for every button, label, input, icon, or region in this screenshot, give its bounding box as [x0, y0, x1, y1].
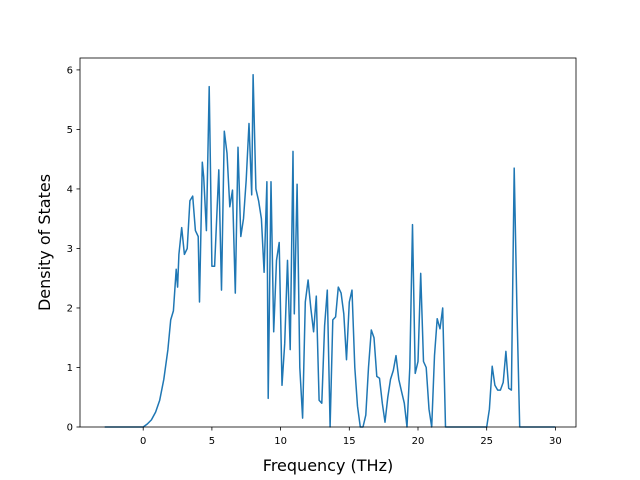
x-tick-label: 25 — [480, 436, 493, 447]
dos-series-line — [104, 73, 556, 428]
plot-area — [104, 73, 556, 428]
x-tick-label: 0 — [140, 436, 146, 447]
axes-frame — [79, 57, 577, 428]
x-tick-label: 15 — [343, 436, 356, 447]
y-tick-label: 2 — [67, 303, 73, 314]
x-tick-label: 10 — [274, 436, 287, 447]
x-axis-label: Frequency (THz) — [263, 456, 393, 475]
y-tick-label: 0 — [67, 423, 73, 434]
y-tick-label: 3 — [67, 244, 73, 255]
axis-ticks: 0 5 10 15 20 25 30 0 1 2 3 4 5 6 — [67, 65, 562, 447]
x-tick-label: 30 — [549, 436, 562, 447]
y-tick-label: 5 — [67, 125, 73, 136]
y-tick-label: 1 — [67, 363, 73, 374]
y-tick-label: 6 — [67, 65, 73, 76]
y-axis-label: Density of States — [35, 174, 54, 311]
x-tick-label: 5 — [209, 436, 215, 447]
x-tick-label: 20 — [412, 436, 425, 447]
y-tick-label: 4 — [67, 184, 73, 195]
